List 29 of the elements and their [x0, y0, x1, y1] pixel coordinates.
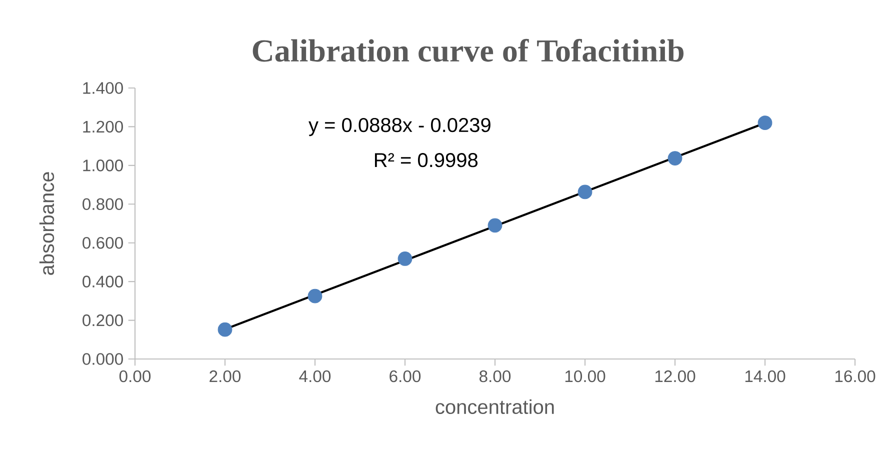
point	[308, 288, 322, 304]
x-tick-label: 2.00	[210, 370, 241, 382]
x-tick-label: 6.00	[390, 370, 421, 382]
point	[398, 252, 412, 266]
x-tick-label: 16.00	[835, 370, 876, 382]
y-tick-label: 1.000	[83, 160, 123, 172]
y-tick-label: 0.600	[82, 236, 123, 249]
y-tick-label: 1.400	[83, 82, 123, 94]
x-tick-label: 10.00	[565, 370, 606, 382]
x-tick-label: 14.00	[745, 370, 786, 382]
y-tick-label: 0.000	[82, 353, 123, 365]
point	[758, 116, 772, 130]
annotation: y = 0.0888x - 0.0239	[308, 118, 490, 136]
point	[578, 184, 592, 200]
chart-title: Calibration curve of Tofacitinib	[252, 38, 684, 62]
point	[668, 151, 682, 166]
x-axis-title: concentration	[436, 399, 554, 414]
y-axis-title: absorbance	[39, 172, 54, 275]
x-tick-label: 0.00	[119, 370, 151, 382]
y-tick-label: 1.200	[83, 120, 123, 133]
y-tick-label: 0.200	[82, 314, 123, 326]
x-tick-label: 8.00	[480, 370, 511, 382]
point	[488, 218, 502, 233]
annotation: R² = 0.9998	[374, 153, 478, 168]
x-tick-label: 12.00	[655, 370, 696, 382]
point	[218, 322, 232, 337]
y-tick-label: 0.800	[82, 198, 123, 210]
x-tick-label: 4.00	[299, 370, 331, 382]
y-tick-label: 0.400	[82, 276, 123, 288]
